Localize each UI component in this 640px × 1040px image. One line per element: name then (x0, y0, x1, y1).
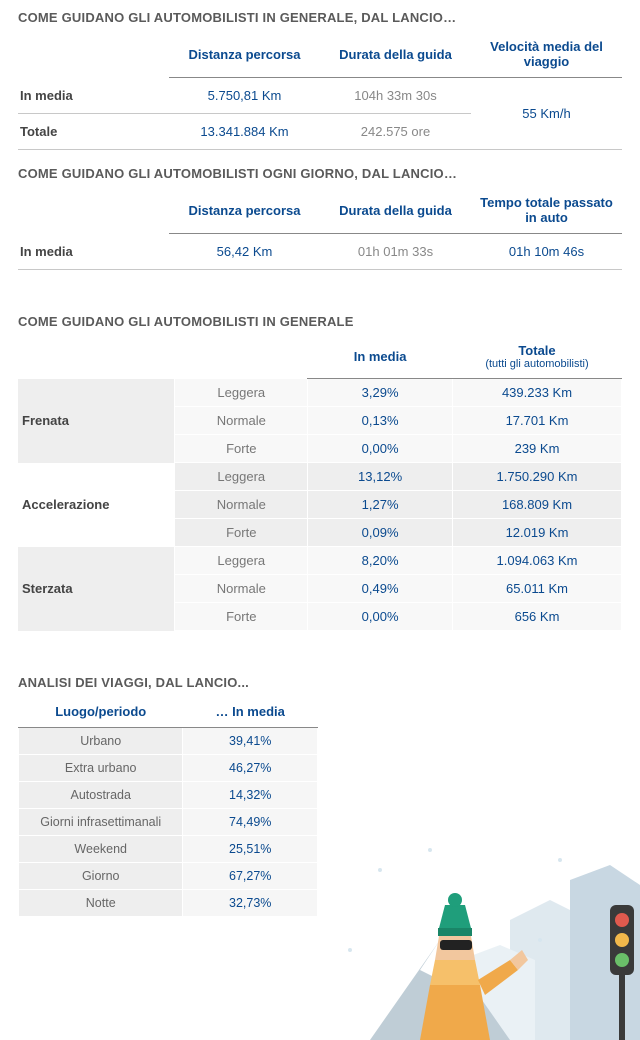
col-header-duration: Durata della guida (320, 33, 471, 78)
table-row: Weekend 25,51% (19, 836, 318, 863)
col-header-media: In media (308, 337, 453, 379)
stats-table-daily: Distanza percorsa Durata della guida Tem… (18, 189, 622, 270)
level-label: Normale (175, 407, 308, 435)
level-label: Leggera (175, 379, 308, 407)
category-accelerazione: Accelerazione (18, 463, 175, 547)
cell-media: 13,12% (308, 463, 453, 491)
stats-table-general: Distanza percorsa Durata della guida Vel… (18, 33, 622, 150)
row-label-totale: Totale (18, 114, 169, 150)
cell-place: Autostrada (19, 782, 183, 809)
cell-totale: 439.233 Km (453, 379, 622, 407)
level-label: Forte (175, 519, 308, 547)
cell-media: 0,00% (308, 435, 453, 463)
section-trip-analysis: ANALISI DEI VIAGGI, DAL LANCIO... Luogo/… (0, 665, 640, 957)
trips-table: Luogo/periodo … In media Urbano 39,41% E… (18, 698, 318, 917)
cell-media: 0,49% (308, 575, 453, 603)
level-label: Leggera (175, 547, 308, 575)
table-row: Urbano 39,41% (19, 728, 318, 755)
cell-media: 0,00% (308, 603, 453, 631)
cell-totale-dist: 13.341.884 Km (169, 114, 320, 150)
col-header-distance: Distanza percorsa (169, 33, 320, 78)
cell-place: Giorni infrasettimanali (19, 809, 183, 836)
cell-totale: 12.019 Km (453, 519, 622, 547)
cell-pct: 14,32% (183, 782, 318, 809)
cell-daily-time: 01h 10m 46s (471, 234, 622, 270)
cell-daily-dur: 01h 01m 33s (320, 234, 471, 270)
table-row: Giorno 67,27% (19, 863, 318, 890)
section-daily-since-launch: COME GUIDANO GLI AUTOMOBILISTI OGNI GIOR… (0, 156, 640, 276)
cell-media: 3,29% (308, 379, 453, 407)
row-label-media: In media (18, 78, 169, 114)
cell-totale: 656 Km (453, 603, 622, 631)
cell-totale: 168.809 Km (453, 491, 622, 519)
level-label: Forte (175, 603, 308, 631)
level-label: Normale (175, 491, 308, 519)
cell-pct: 39,41% (183, 728, 318, 755)
section-title: COME GUIDANO GLI AUTOMOBILISTI OGNI GIOR… (18, 166, 622, 181)
cell-place: Urbano (19, 728, 183, 755)
category-sterzata: Sterzata (18, 547, 175, 631)
cell-place: Giorno (19, 863, 183, 890)
cell-pct: 25,51% (183, 836, 318, 863)
cell-place: Weekend (19, 836, 183, 863)
cell-daily-dist: 56,42 Km (169, 234, 320, 270)
cell-pct: 32,73% (183, 890, 318, 917)
section-title: COME GUIDANO GLI AUTOMOBILISTI IN GENERA… (18, 10, 622, 25)
col-header-totale: Totale (tutti gli automobilisti) (453, 337, 622, 379)
col-header-distance: Distanza percorsa (169, 189, 320, 234)
cell-totale: 17.701 Km (453, 407, 622, 435)
cell-pct: 74,49% (183, 809, 318, 836)
cell-media: 0,09% (308, 519, 453, 547)
driving-style-table: In media Totale (tutti gli automobilisti… (18, 337, 622, 631)
col-header-duration: Durata della guida (320, 189, 471, 234)
cell-media-dist: 5.750,81 Km (169, 78, 320, 114)
cell-media: 0,13% (308, 407, 453, 435)
section-driving-style: COME GUIDANO GLI AUTOMOBILISTI IN GENERA… (0, 304, 640, 637)
cell-place: Extra urbano (19, 755, 183, 782)
table-row: Giorni infrasettimanali 74,49% (19, 809, 318, 836)
table-row: Autostrada 14,32% (19, 782, 318, 809)
cell-pct: 67,27% (183, 863, 318, 890)
cell-pct: 46,27% (183, 755, 318, 782)
category-frenata: Frenata (18, 379, 175, 463)
section-general-since-launch: COME GUIDANO GLI AUTOMOBILISTI IN GENERA… (0, 0, 640, 156)
cell-media-dur: 104h 33m 30s (320, 78, 471, 114)
col-header-media: … In media (183, 698, 318, 728)
cell-totale-dur: 242.575 ore (320, 114, 471, 150)
table-row: Notte 32,73% (19, 890, 318, 917)
section-title: ANALISI DEI VIAGGI, DAL LANCIO... (18, 675, 622, 690)
col-header-place: Luogo/periodo (19, 698, 183, 728)
cell-totale: 1.750.290 Km (453, 463, 622, 491)
cell-totale: 239 Km (453, 435, 622, 463)
cell-avg-speed: 55 Km/h (471, 78, 622, 150)
col-header-time-in-car: Tempo totale passato in auto (471, 189, 622, 234)
section-title: COME GUIDANO GLI AUTOMOBILISTI IN GENERA… (18, 314, 622, 329)
cell-totale: 1.094.063 Km (453, 547, 622, 575)
col-header-speed: Velocità media del viaggio (471, 33, 622, 78)
row-label-media: In media (18, 234, 169, 270)
cell-totale: 65.011 Km (453, 575, 622, 603)
level-label: Forte (175, 435, 308, 463)
cell-place: Notte (19, 890, 183, 917)
cell-media: 1,27% (308, 491, 453, 519)
cell-media: 8,20% (308, 547, 453, 575)
level-label: Normale (175, 575, 308, 603)
table-row: Extra urbano 46,27% (19, 755, 318, 782)
level-label: Leggera (175, 463, 308, 491)
